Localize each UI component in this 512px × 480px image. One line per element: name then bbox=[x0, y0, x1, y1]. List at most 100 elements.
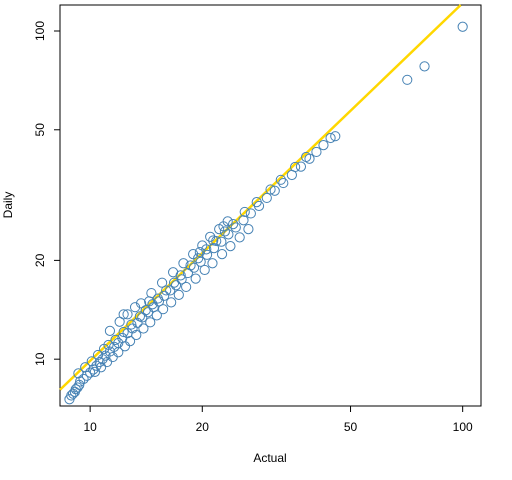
data-point bbox=[188, 249, 199, 260]
data-point bbox=[194, 246, 205, 258]
data-point bbox=[151, 310, 162, 321]
fit-line bbox=[59, 4, 462, 391]
data-point bbox=[170, 280, 182, 291]
data-point bbox=[119, 341, 131, 352]
data-point bbox=[118, 326, 129, 338]
data-point bbox=[104, 325, 116, 336]
data-point bbox=[278, 177, 289, 189]
data-point bbox=[295, 161, 307, 172]
data-point bbox=[156, 277, 168, 288]
data-point bbox=[261, 192, 272, 204]
data-point bbox=[147, 299, 158, 310]
data-point bbox=[88, 364, 99, 375]
data-point bbox=[251, 197, 262, 208]
x-tick-label: 100 bbox=[453, 420, 473, 434]
data-point bbox=[195, 256, 206, 267]
data-point bbox=[103, 339, 114, 351]
data-point bbox=[238, 215, 249, 226]
data-point bbox=[178, 258, 189, 269]
data-point bbox=[402, 74, 413, 85]
x-axis: 10 20 50 100 bbox=[83, 406, 473, 434]
data-point bbox=[243, 224, 254, 235]
y-tick-label: 20 bbox=[33, 253, 47, 267]
data-point bbox=[201, 244, 212, 255]
data-point bbox=[161, 285, 172, 296]
y-axis-title: Daily bbox=[1, 192, 15, 219]
data-point bbox=[159, 290, 170, 301]
data-point bbox=[168, 267, 179, 278]
data-point bbox=[122, 309, 133, 320]
x-tick-label: 10 bbox=[83, 420, 97, 434]
data-point bbox=[199, 264, 210, 276]
x-axis-title: Actual bbox=[253, 451, 286, 465]
data-point bbox=[181, 281, 192, 293]
y-tick-label: 50 bbox=[33, 123, 47, 137]
data-point bbox=[92, 349, 104, 361]
data-point bbox=[118, 309, 129, 320]
data-point bbox=[188, 262, 200, 273]
data-point bbox=[144, 296, 155, 307]
y-tick-label: 100 bbox=[33, 21, 47, 41]
data-point bbox=[110, 334, 121, 345]
data-point bbox=[129, 302, 141, 313]
fit-line-group bbox=[59, 4, 462, 391]
data-point bbox=[197, 240, 208, 251]
data-point bbox=[223, 229, 234, 240]
data-point bbox=[113, 347, 124, 358]
point-group bbox=[64, 21, 468, 405]
data-point bbox=[201, 249, 213, 260]
data-point bbox=[190, 273, 201, 284]
data-point bbox=[234, 232, 245, 243]
data-point bbox=[95, 362, 107, 373]
data-point bbox=[173, 289, 184, 300]
data-point bbox=[318, 140, 329, 151]
x-tick-label: 50 bbox=[344, 420, 358, 434]
data-point bbox=[207, 258, 218, 269]
data-point bbox=[138, 323, 149, 334]
data-point bbox=[228, 218, 239, 230]
data-point bbox=[131, 329, 142, 341]
data-point bbox=[73, 368, 84, 379]
plot-frame bbox=[59, 4, 482, 407]
data-point bbox=[168, 277, 180, 288]
data-point bbox=[311, 146, 322, 158]
data-point bbox=[140, 305, 151, 316]
data-point bbox=[301, 151, 312, 163]
data-point bbox=[208, 235, 219, 246]
data-point bbox=[265, 184, 276, 195]
data-point bbox=[457, 21, 468, 32]
data-point bbox=[219, 226, 230, 237]
data-point bbox=[239, 206, 250, 218]
data-point bbox=[142, 307, 154, 318]
data-point bbox=[218, 221, 229, 232]
data-point bbox=[225, 241, 236, 252]
data-point bbox=[132, 317, 143, 328]
data-point bbox=[146, 287, 157, 299]
data-point bbox=[126, 319, 137, 330]
data-point bbox=[166, 297, 177, 308]
data-point bbox=[230, 222, 241, 233]
y-tick-label: 10 bbox=[33, 352, 47, 366]
data-point bbox=[124, 336, 136, 347]
data-point bbox=[78, 373, 89, 385]
data-point bbox=[175, 270, 186, 281]
data-point bbox=[182, 267, 194, 279]
data-point bbox=[290, 161, 301, 173]
x-tick-label: 20 bbox=[196, 420, 210, 434]
data-point bbox=[145, 317, 156, 328]
y-axis: 10 20 50 100 bbox=[33, 21, 60, 366]
data-point bbox=[275, 174, 286, 185]
data-point bbox=[75, 376, 86, 387]
data-point bbox=[216, 236, 227, 247]
data-point bbox=[325, 132, 336, 144]
data-point bbox=[269, 185, 280, 196]
data-point bbox=[86, 356, 97, 367]
data-point bbox=[72, 382, 83, 393]
data-point bbox=[185, 260, 196, 271]
data-point bbox=[135, 298, 147, 309]
data-point bbox=[330, 131, 341, 142]
data-point bbox=[134, 311, 145, 322]
data-point bbox=[216, 249, 228, 260]
data-point bbox=[205, 231, 216, 242]
data-point bbox=[419, 61, 430, 72]
